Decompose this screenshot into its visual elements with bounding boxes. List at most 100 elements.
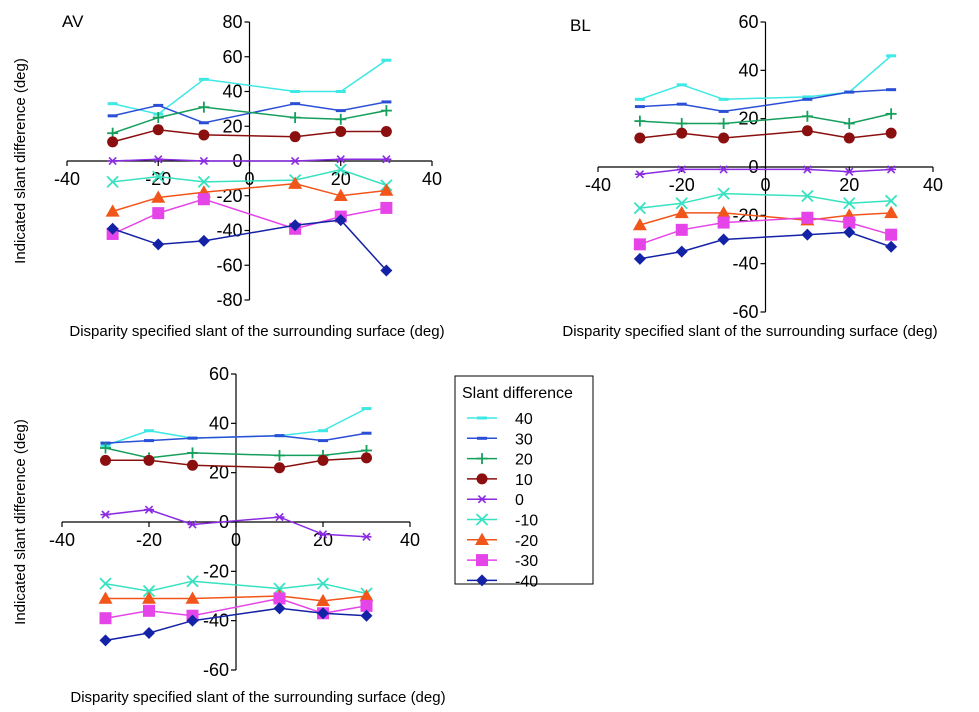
legend-marker-shape [476,473,488,485]
data-point [100,510,111,519]
data-point [334,163,347,176]
data-point-shape [382,155,391,164]
data-point-shape [380,201,393,214]
data-point [274,462,285,474]
data-point [289,112,301,124]
data-point-shape [186,614,199,627]
legend-label: 30 [515,431,533,448]
legend-marker [475,532,489,546]
data-point [675,245,688,258]
data-point-shape [801,211,814,224]
series-line [639,168,892,176]
series-30 [634,88,897,113]
data-point [361,532,372,541]
data-point-shape [884,194,898,207]
y-tick-label: 60 [738,12,758,32]
y-axis-title: Indicated slant difference (deg) [12,58,29,264]
data-point-shape [633,252,646,265]
legend-label: 20 [515,452,533,469]
legend-entry: -30 [467,553,538,570]
legend-marker-shape [476,554,488,567]
data-point [152,112,164,124]
data-point-shape [288,176,303,189]
data-point-shape [718,132,730,144]
data-point-shape [275,512,284,522]
legend-title: Slant difference [462,385,573,402]
data-point-shape [843,226,856,239]
data-point-shape [142,584,156,598]
data-point-shape [290,156,300,166]
data-point-shape [151,190,166,203]
series-line [112,182,387,213]
data-point-shape [885,127,897,139]
series-40 [107,58,392,116]
series-line [105,432,367,444]
data-point [843,216,856,229]
x-tick-label: 40 [923,175,943,195]
y-tick-label: -60 [203,660,229,680]
legend-marker [476,574,488,587]
series-line [112,106,387,134]
series-10 [107,124,392,148]
series-line [112,158,387,162]
data-point-shape [273,592,286,605]
series-minus10 [633,187,898,215]
data-point-shape [677,165,686,174]
data-point [380,264,393,277]
data-point [885,127,897,139]
y-tick-label: 40 [209,413,229,433]
data-point [318,530,328,539]
x-tick-label: -40 [54,169,80,189]
data-point-shape [99,634,112,647]
data-point-shape [845,167,854,176]
data-point-shape [106,175,119,188]
series-line [639,55,892,101]
data-point [885,228,898,241]
data-point [187,520,198,529]
data-point-shape [843,197,856,210]
series-line [105,597,367,619]
y-tick-label: 40 [222,82,242,102]
data-point [107,156,118,166]
data-point-shape [99,612,112,625]
data-point [197,175,211,188]
series-line [105,595,367,602]
data-point-shape [336,155,345,164]
data-point-shape [152,238,165,251]
data-point [100,442,111,454]
series-20 [107,101,392,139]
data-point [316,593,330,607]
data-point [884,205,899,219]
data-point [186,614,199,627]
data-point [716,205,731,219]
series-0 [107,155,392,166]
data-point [718,118,730,129]
series-line [639,113,892,125]
x-tick-label: 20 [313,530,333,550]
series-line [112,59,387,115]
series-line [105,447,367,459]
y-tick-label: -60 [216,255,242,275]
data-point [675,197,688,210]
series-minus10 [99,575,373,600]
data-point [801,228,814,241]
data-point [106,175,119,188]
data-point-shape [674,205,689,219]
data-point [187,459,198,471]
y-tick-label: -40 [203,611,229,631]
data-point [676,165,687,174]
y-tick-label: 60 [222,47,242,67]
data-point-shape [885,228,898,241]
data-point [718,165,729,174]
data-point [334,214,347,227]
x-tick-label: -40 [49,530,75,550]
legend-label: 0 [515,492,524,509]
legend-entry: 10 [467,472,533,489]
data-point-shape [154,155,163,164]
series-0 [634,165,897,179]
data-point-shape [289,131,301,143]
legend: Slant difference 40 30 20 10 0 -10 -20 -30 -40 [454,375,594,590]
legend-marker [475,513,489,526]
series-minus20 [105,176,394,217]
